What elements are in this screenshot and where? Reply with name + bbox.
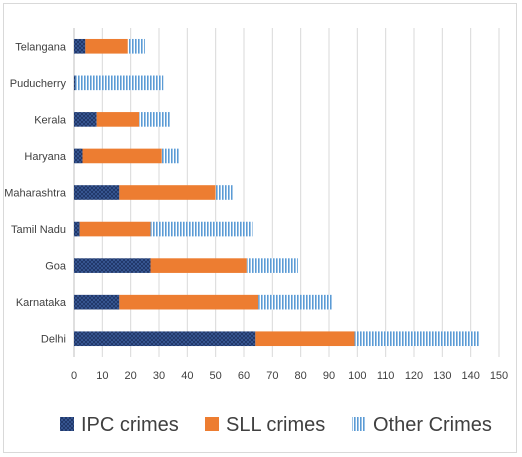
legend-label-ipc-crimes: IPC crimes — [81, 414, 179, 436]
bar-telangana-sll-crimes — [85, 38, 128, 54]
bar-puducherry-ipc-crimes — [74, 75, 76, 91]
category-labels: Delhi Karnataka Goa Tamil Nadu Maharashtra Ha… — [4, 41, 67, 345]
x-tick-150: 150 — [490, 370, 508, 382]
category-label-tamil-nadu: Tamil Nadu — [11, 224, 66, 236]
x-tick-120: 120 — [405, 370, 423, 382]
bar-tamil-nadu-sll-crimes — [79, 221, 151, 237]
legend-label-sll-crimes: SLL crimes — [226, 414, 325, 436]
bar-tamil-nadu-ipc-crimes — [74, 221, 80, 237]
bar-haryana-ipc-crimes — [74, 148, 83, 164]
category-label-maharashtra: Maharashtra — [4, 188, 67, 200]
x-tick-90: 90 — [323, 370, 335, 382]
bar-delhi-other-crimes — [354, 331, 480, 347]
bar-maharashtra-ipc-crimes — [74, 185, 120, 200]
x-tick-labels: 0 10 20 30 40 50 60 70 80 90 100 110 120 130 140 150 — [71, 370, 508, 382]
bars — [74, 38, 480, 347]
x-tick-130: 130 — [433, 370, 451, 382]
bar-tamil-nadu-other-crimes — [150, 221, 253, 237]
bar-telangana-other-crimes — [127, 38, 145, 54]
bar-telangana-ipc-crimes — [74, 38, 86, 54]
x-tick-40: 40 — [181, 370, 193, 382]
category-label-haryana: Haryana — [24, 151, 66, 163]
category-label-puducherry: Puducherry — [10, 78, 67, 90]
bar-kerala-ipc-crimes — [74, 112, 97, 127]
x-tick-20: 20 — [125, 370, 137, 382]
bar-maharashtra-other-crimes — [215, 185, 233, 200]
x-tick-50: 50 — [210, 370, 222, 382]
bar-maharashtra-sll-crimes — [119, 185, 216, 200]
category-label-karnataka: Karnataka — [16, 297, 67, 309]
x-tick-100: 100 — [348, 370, 366, 382]
legend: IPC crimes SLL crimes Other Crimes — [60, 414, 492, 436]
bar-goa-other-crimes — [246, 258, 298, 273]
legend-swatch-other-crimes — [352, 417, 366, 431]
x-tick-0: 0 — [71, 370, 77, 382]
category-label-kerala: Kerala — [34, 114, 67, 126]
bar-kerala-other-crimes — [139, 112, 171, 127]
x-tick-110: 110 — [377, 370, 395, 382]
bar-karnataka-ipc-crimes — [74, 294, 120, 310]
bar-goa-ipc-crimes — [74, 258, 151, 273]
bar-kerala-sll-crimes — [96, 112, 140, 127]
x-tick-70: 70 — [266, 370, 278, 382]
category-label-telangana: Telangana — [15, 41, 67, 53]
x-tick-10: 10 — [96, 370, 108, 382]
category-label-delhi: Delhi — [41, 334, 66, 346]
bar-karnataka-other-crimes — [258, 294, 332, 310]
category-label-goa: Goa — [45, 261, 67, 273]
legend-label-other-crimes: Other Crimes — [373, 414, 492, 436]
x-tick-30: 30 — [153, 370, 165, 382]
bar-delhi-ipc-crimes — [74, 331, 256, 347]
x-tick-140: 140 — [461, 370, 479, 382]
legend-swatch-sll-crimes — [205, 417, 219, 431]
bar-goa-sll-crimes — [150, 258, 247, 273]
bar-puducherry-other-crimes — [75, 75, 164, 91]
x-tick-80: 80 — [295, 370, 307, 382]
x-tick-60: 60 — [238, 370, 250, 382]
bar-haryana-other-crimes — [161, 148, 179, 164]
bar-haryana-sll-crimes — [82, 148, 162, 164]
legend-swatch-ipc-crimes — [60, 417, 74, 431]
bar-karnataka-sll-crimes — [119, 294, 259, 310]
bar-delhi-sll-crimes — [255, 331, 355, 347]
